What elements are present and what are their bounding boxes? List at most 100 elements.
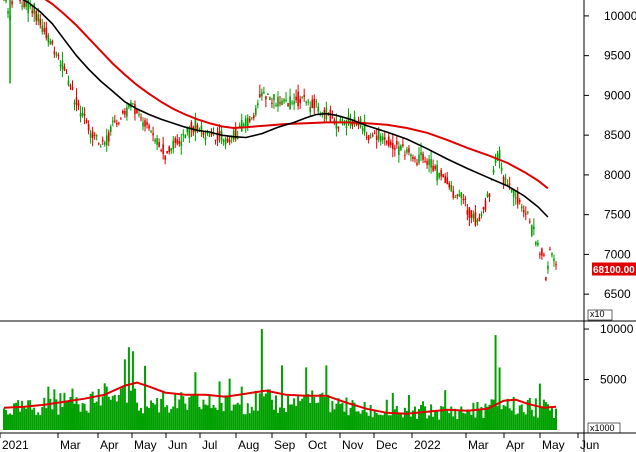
volume-bar: [101, 396, 104, 430]
candle-body: [289, 96, 291, 110]
candle-body: [87, 123, 90, 131]
volume-bar: [27, 400, 30, 430]
volume-bar: [399, 413, 402, 430]
volume-bar: [33, 407, 36, 430]
candle-body: [124, 110, 126, 115]
volume-bar: [293, 398, 296, 430]
volume-bar: [131, 351, 134, 430]
volume-bar: [371, 417, 374, 430]
volume-bar: [510, 410, 513, 430]
candle-body: [134, 104, 136, 115]
volume-bar: [17, 400, 20, 430]
candle-body: [343, 122, 346, 126]
candle-body: [539, 253, 541, 255]
candle-body: [81, 112, 84, 117]
volume-bar: [49, 398, 52, 430]
candle-body: [244, 118, 247, 126]
volume-bar: [91, 391, 94, 430]
volume-bar: [226, 397, 229, 430]
candle-body: [402, 144, 404, 147]
candle-body: [19, 0, 21, 2]
volume-bar: [550, 406, 553, 430]
volume-bar: [345, 397, 348, 430]
candle-body: [390, 141, 392, 146]
volume-bar: [297, 394, 300, 430]
candle-body: [273, 94, 275, 101]
volume-bar: [442, 406, 445, 430]
candle-body: [422, 153, 424, 160]
candle-body: [168, 146, 170, 153]
volume-bar: [462, 412, 465, 430]
candle-body: [478, 217, 481, 221]
volume-bar: [377, 414, 380, 430]
candle-body: [480, 213, 483, 217]
volume-bar: [530, 409, 533, 430]
volume-bar: [498, 367, 501, 430]
volume-bar: [154, 404, 157, 430]
candle-body: [414, 157, 416, 160]
candle-body: [522, 209, 525, 213]
candle-body: [482, 207, 485, 210]
candle-body: [297, 91, 299, 107]
volume-bar: [210, 408, 213, 430]
volume-bar: [220, 402, 223, 430]
volume-bar: [389, 415, 392, 430]
volume-bar: [548, 410, 551, 430]
volume-bar: [266, 389, 269, 430]
candle-body: [230, 137, 233, 139]
x-tick-label: Jun: [580, 438, 599, 452]
volume-bar: [504, 406, 507, 430]
candle-body: [492, 169, 495, 173]
volume-bar: [43, 397, 46, 430]
candle-body: [146, 122, 148, 125]
volume-bar: [71, 388, 74, 430]
candle-body: [200, 125, 203, 131]
volume-bar: [295, 405, 298, 430]
candle-body: [154, 139, 156, 142]
candle-body: [79, 112, 82, 117]
volume-bar: [89, 393, 92, 430]
candle-body: [55, 53, 58, 56]
volume-bar: [41, 407, 44, 430]
candle-body: [116, 123, 118, 125]
candle-body: [190, 122, 193, 130]
candle-body: [261, 92, 263, 97]
candle-body: [33, 3, 36, 14]
volume-bar: [95, 401, 98, 430]
candle-body: [148, 125, 150, 129]
volume-bar: [343, 411, 346, 430]
volume-bar: [476, 402, 479, 430]
candle-body: [250, 117, 253, 119]
candle-body: [83, 114, 86, 116]
candle-body: [537, 242, 539, 246]
volume-bar: [403, 407, 406, 430]
volume-bar: [222, 411, 225, 430]
volume-bar: [15, 402, 18, 430]
candle-body: [303, 95, 305, 97]
volume-bar: [446, 410, 449, 430]
volume-bar: [301, 398, 304, 430]
candle-body: [545, 277, 547, 280]
candle-body: [27, 0, 29, 14]
volume-bar: [105, 386, 108, 430]
volume-bar: [407, 395, 410, 430]
volume-bar: [405, 410, 408, 430]
volume-bar: [395, 406, 398, 430]
candle-body: [295, 96, 297, 101]
candle-body: [65, 72, 68, 74]
candle-body: [400, 145, 402, 150]
candle-body: [363, 121, 366, 133]
volume-multiplier-label: x1000: [590, 423, 615, 433]
candle-body: [468, 207, 471, 219]
candle-body: [476, 219, 479, 223]
volume-bar: [492, 399, 495, 430]
volume-bar: [418, 408, 421, 430]
candle-body: [281, 100, 283, 106]
volume-bar: [111, 395, 114, 430]
volume-bar: [512, 396, 515, 430]
candle-body: [164, 155, 166, 160]
volume-bar: [260, 329, 263, 430]
candle-body: [138, 113, 140, 116]
candle-body: [416, 162, 418, 165]
x-tick-label: Jun: [168, 438, 187, 452]
